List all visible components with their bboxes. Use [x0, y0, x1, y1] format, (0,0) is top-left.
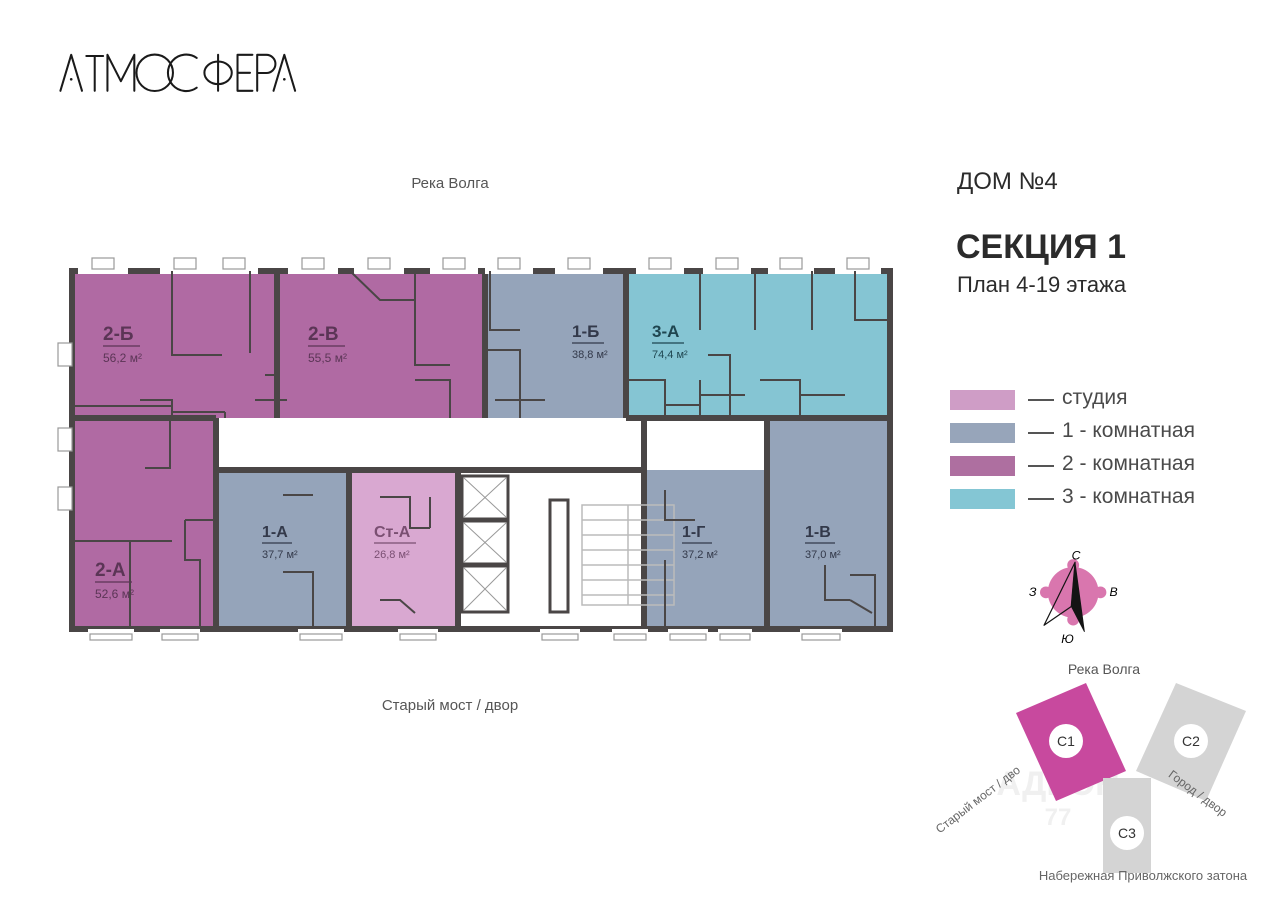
- svg-text:Ст-А: Ст-А: [374, 524, 411, 541]
- svg-text:38,8 м²: 38,8 м²: [572, 349, 608, 361]
- svg-text:3-А: 3-А: [652, 322, 679, 341]
- svg-text:55,5 м²: 55,5 м²: [308, 351, 347, 365]
- svg-text:56,2 м²: 56,2 м²: [103, 351, 142, 365]
- svg-text:C1: C1: [1057, 733, 1075, 749]
- svg-text:З: З: [1029, 585, 1037, 599]
- svg-text:1-В: 1-В: [805, 524, 831, 541]
- svg-text:2-В: 2-В: [308, 324, 339, 345]
- svg-text:2-А: 2-А: [95, 560, 126, 581]
- svg-text:37,0 м²: 37,0 м²: [805, 549, 841, 561]
- svg-text:37,7 м²: 37,7 м²: [262, 549, 298, 561]
- svg-text:C3: C3: [1118, 825, 1136, 841]
- svg-text:1-А: 1-А: [262, 524, 288, 541]
- svg-text:52,6 м²: 52,6 м²: [95, 587, 134, 601]
- svg-text:37,2 м²: 37,2 м²: [682, 549, 718, 561]
- svg-text:В: В: [1110, 585, 1118, 599]
- svg-text:26,8 м²: 26,8 м²: [374, 549, 410, 561]
- svg-text:1-Б: 1-Б: [572, 322, 599, 341]
- svg-text:2-Б: 2-Б: [103, 324, 134, 345]
- svg-text:Старый мост / двор: Старый мост / двор: [928, 660, 1023, 836]
- svg-text:C2: C2: [1182, 733, 1200, 749]
- svg-text:С: С: [1072, 548, 1081, 562]
- svg-text:Набережная Приволжского затона: Набережная Приволжского затона: [1039, 868, 1248, 883]
- svg-text:74,4 м²: 74,4 м²: [652, 349, 688, 361]
- svg-text:Ю: Ю: [1061, 632, 1074, 646]
- svg-text:1-Г: 1-Г: [682, 524, 705, 541]
- svg-text:77: 77: [1045, 804, 1072, 831]
- svg-text:Река Волга: Река Волга: [1068, 661, 1140, 677]
